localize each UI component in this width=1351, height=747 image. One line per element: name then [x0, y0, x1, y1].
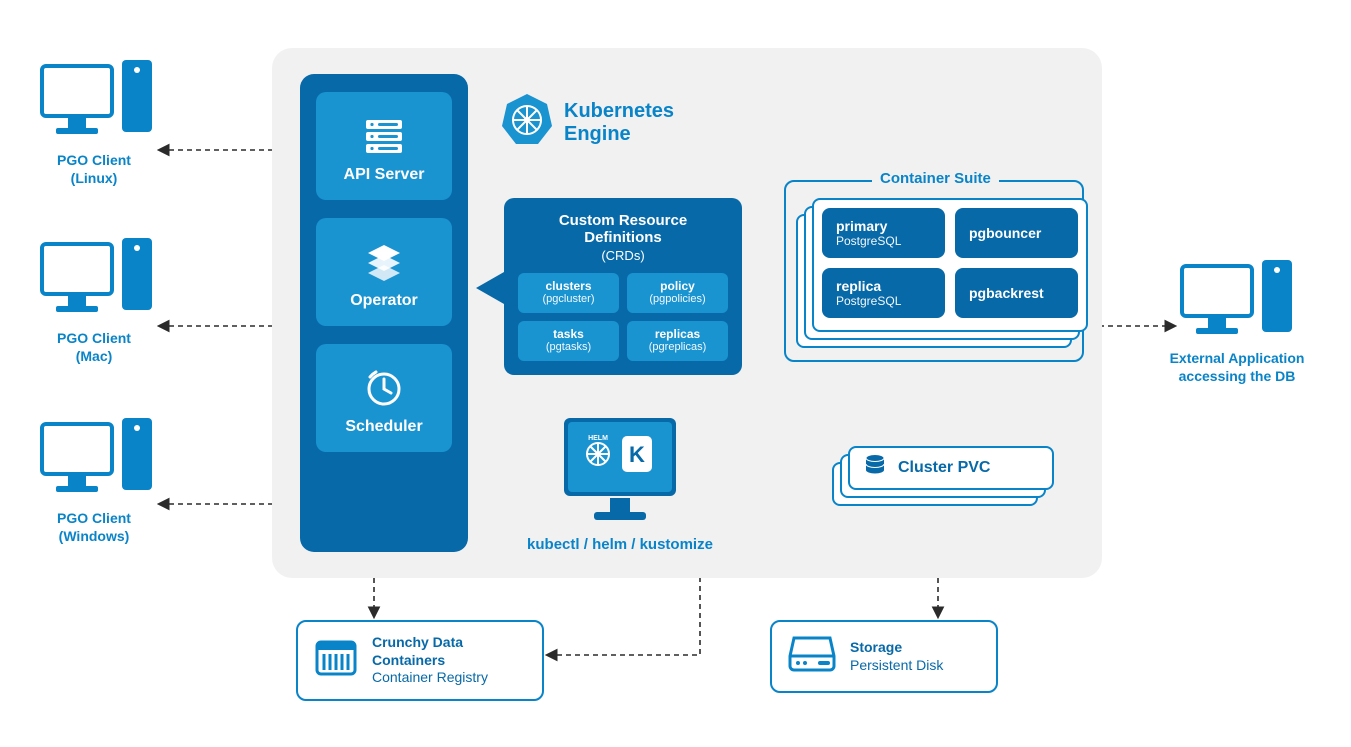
client-label-line2: (Linux): [71, 170, 118, 186]
crd-panel: Custom Resource Definitions (CRDs) clust…: [504, 198, 742, 375]
khk-monitor-icon: HELM K: [560, 414, 680, 533]
scheduler-label: Scheduler: [326, 418, 442, 436]
crd-item-sub: (pgpolicies): [633, 293, 722, 305]
ext-app-line2: accessing the DB: [1179, 368, 1296, 384]
client-label-line2: (Windows): [59, 528, 130, 544]
crd-subtitle: (CRDs): [518, 248, 728, 263]
crunchy-line1: Crunchy Data: [372, 634, 488, 652]
crd-item-title: tasks: [524, 327, 613, 341]
suite-item-title: replica: [836, 278, 931, 294]
client-label-line1: PGO Client: [57, 330, 131, 346]
crd-title: Custom Resource Definitions: [518, 212, 728, 246]
kubernetes-engine-title: Kubernetes Engine: [564, 100, 674, 146]
k8s-title-line1: Kubernetes: [564, 100, 674, 122]
client-windows-label: PGO Client (Windows): [44, 510, 144, 545]
ext-app-line1: External Application: [1170, 350, 1305, 366]
disk-icon: [788, 634, 836, 679]
suite-item-pgbouncer: pgbouncer: [955, 208, 1078, 258]
stack-icon: [326, 242, 442, 284]
client-windows-icon: [40, 418, 158, 507]
crd-item: clusters(pgcluster): [518, 273, 619, 313]
scheduler-box: Scheduler: [316, 344, 452, 452]
crunchy-line2: Containers: [372, 652, 488, 670]
suite-grid: primaryPostgreSQL pgbouncer replicaPostg…: [822, 208, 1078, 318]
storage-text: Storage Persistent Disk: [850, 639, 943, 674]
cluster-pvc-card: Cluster PVC: [848, 446, 1054, 490]
suite-item-sub: PostgreSQL: [836, 234, 931, 248]
client-label-line2: (Mac): [76, 348, 113, 364]
crd-item: tasks(pgtasks): [518, 321, 619, 361]
client-mac-label: PGO Client (Mac): [44, 330, 144, 365]
crunchy-registry-box: Crunchy Data Containers Container Regist…: [296, 620, 544, 701]
crunchy-text: Crunchy Data Containers Container Regist…: [372, 634, 488, 687]
crd-item-sub: (pgreplicas): [633, 341, 722, 353]
operator-column: API Server Operator Scheduler: [300, 74, 468, 552]
crd-grid: clusters(pgcluster) policy(pgpolicies) t…: [518, 273, 728, 361]
client-linux-icon: [40, 60, 158, 149]
cluster-pvc-label: Cluster PVC: [898, 459, 990, 477]
operator-label: Operator: [326, 292, 442, 310]
crd-item-title: clusters: [524, 279, 613, 293]
api-server-box: API Server: [316, 92, 452, 200]
client-label-line1: PGO Client: [57, 510, 131, 526]
suite-item-title: pgbouncer: [969, 225, 1041, 241]
api-server-label: API Server: [326, 166, 442, 184]
database-icon: [864, 454, 886, 483]
kubernetes-wheel-icon: [500, 92, 554, 151]
operator-box: Operator: [316, 218, 452, 326]
suite-item-sub: PostgreSQL: [836, 294, 931, 308]
suite-item-title: pgbackrest: [969, 285, 1044, 301]
crd-item-sub: (pgtasks): [524, 341, 613, 353]
client-mac-icon: [40, 238, 158, 327]
crd-item: policy(pgpolicies): [627, 273, 728, 313]
storage-box: Storage Persistent Disk: [770, 620, 998, 693]
crd-pointer: [476, 272, 504, 304]
container-suite-label: Container Suite: [872, 170, 999, 187]
khk-label: kubectl / helm / kustomize: [500, 536, 740, 553]
svg-text:K: K: [629, 442, 645, 467]
client-label-line1: PGO Client: [57, 152, 131, 168]
external-app-label: External Application accessing the DB: [1152, 350, 1322, 385]
crd-item: replicas(pgreplicas): [627, 321, 728, 361]
suite-item-replica: replicaPostgreSQL: [822, 268, 945, 318]
crunchy-line3: Container Registry: [372, 669, 488, 685]
svg-text:HELM: HELM: [588, 435, 608, 442]
crd-item-title: replicas: [633, 327, 722, 341]
external-app-icon: [1180, 260, 1298, 349]
k8s-title-line2: Engine: [564, 123, 631, 145]
server-icon: [326, 116, 442, 158]
clock-icon: [326, 368, 442, 410]
storage-line2: Persistent Disk: [850, 657, 943, 673]
storage-line1: Storage: [850, 639, 943, 657]
crd-item-title: policy: [633, 279, 722, 293]
crd-item-sub: (pgcluster): [524, 293, 613, 305]
client-linux-label: PGO Client (Linux): [44, 152, 144, 187]
suite-item-primary: primaryPostgreSQL: [822, 208, 945, 258]
suite-item-title: primary: [836, 218, 931, 234]
suite-item-pgbackrest: pgbackrest: [955, 268, 1078, 318]
container-registry-icon: [314, 636, 358, 685]
